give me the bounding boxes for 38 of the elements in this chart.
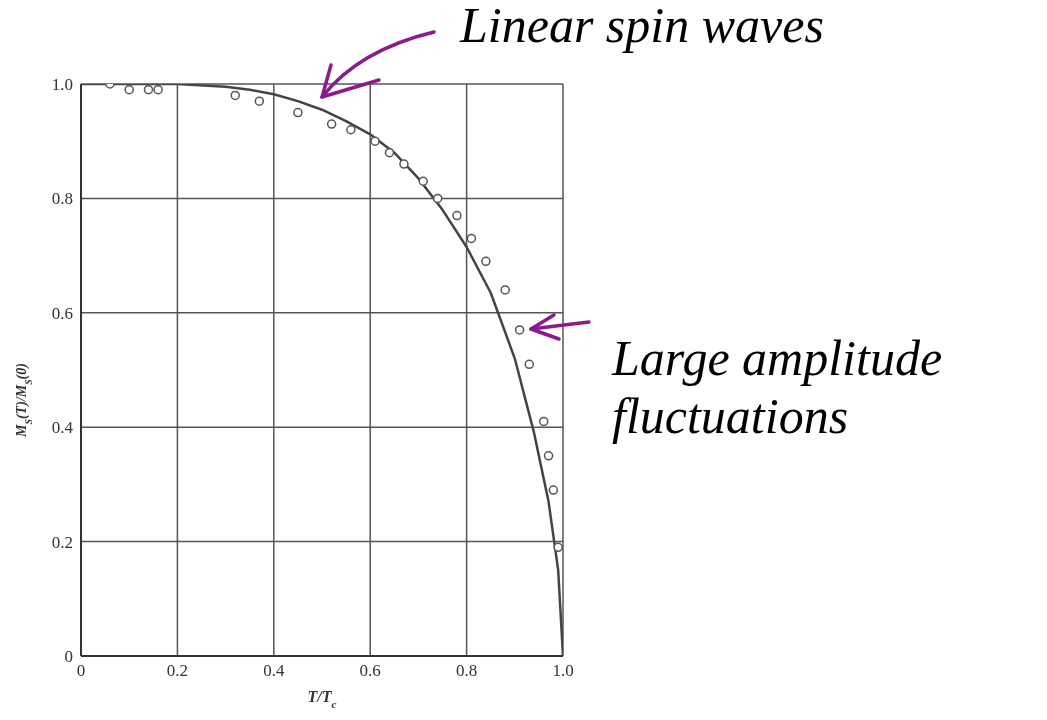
point — [432, 193, 443, 204]
x-tick-label: 0.4 — [263, 661, 285, 681]
point — [452, 210, 462, 221]
point — [399, 159, 409, 169]
y-tick-label: 0.6 — [51, 303, 73, 323]
point — [500, 285, 510, 295]
point — [326, 119, 337, 129]
x-tick-label: 0.6 — [359, 661, 381, 681]
point — [384, 147, 395, 158]
y-tick-label: 0 — [64, 647, 73, 667]
point — [254, 96, 265, 106]
point — [553, 542, 563, 553]
y-tick-label: 0.8 — [51, 189, 73, 209]
x-axis-title: T/T$_{c}$ — [307, 688, 337, 710]
point — [548, 485, 559, 495]
point — [481, 256, 491, 267]
text: Linear spin waves — [460, 0, 824, 54]
point — [124, 84, 134, 95]
point — [514, 325, 525, 335]
point — [143, 84, 154, 95]
x-tick-label: 0.8 — [455, 661, 478, 681]
text: Large amplitude fluctuations — [612, 330, 944, 445]
point — [543, 451, 554, 461]
point — [370, 136, 380, 146]
point — [538, 416, 549, 427]
point — [524, 359, 535, 370]
point — [346, 125, 356, 135]
y-tick-label: 0.4 — [51, 418, 74, 438]
point — [153, 84, 163, 95]
y-tick-label: 1.0 — [51, 75, 73, 95]
line-series — [81, 84, 563, 656]
x-tick-label: 1.0 — [552, 661, 574, 681]
point — [466, 233, 477, 244]
point — [230, 90, 240, 101]
point — [293, 107, 303, 118]
y-tick-label: 0.2 — [51, 532, 73, 552]
point — [418, 176, 428, 186]
x-tick-label: 0.2 — [166, 661, 189, 681]
